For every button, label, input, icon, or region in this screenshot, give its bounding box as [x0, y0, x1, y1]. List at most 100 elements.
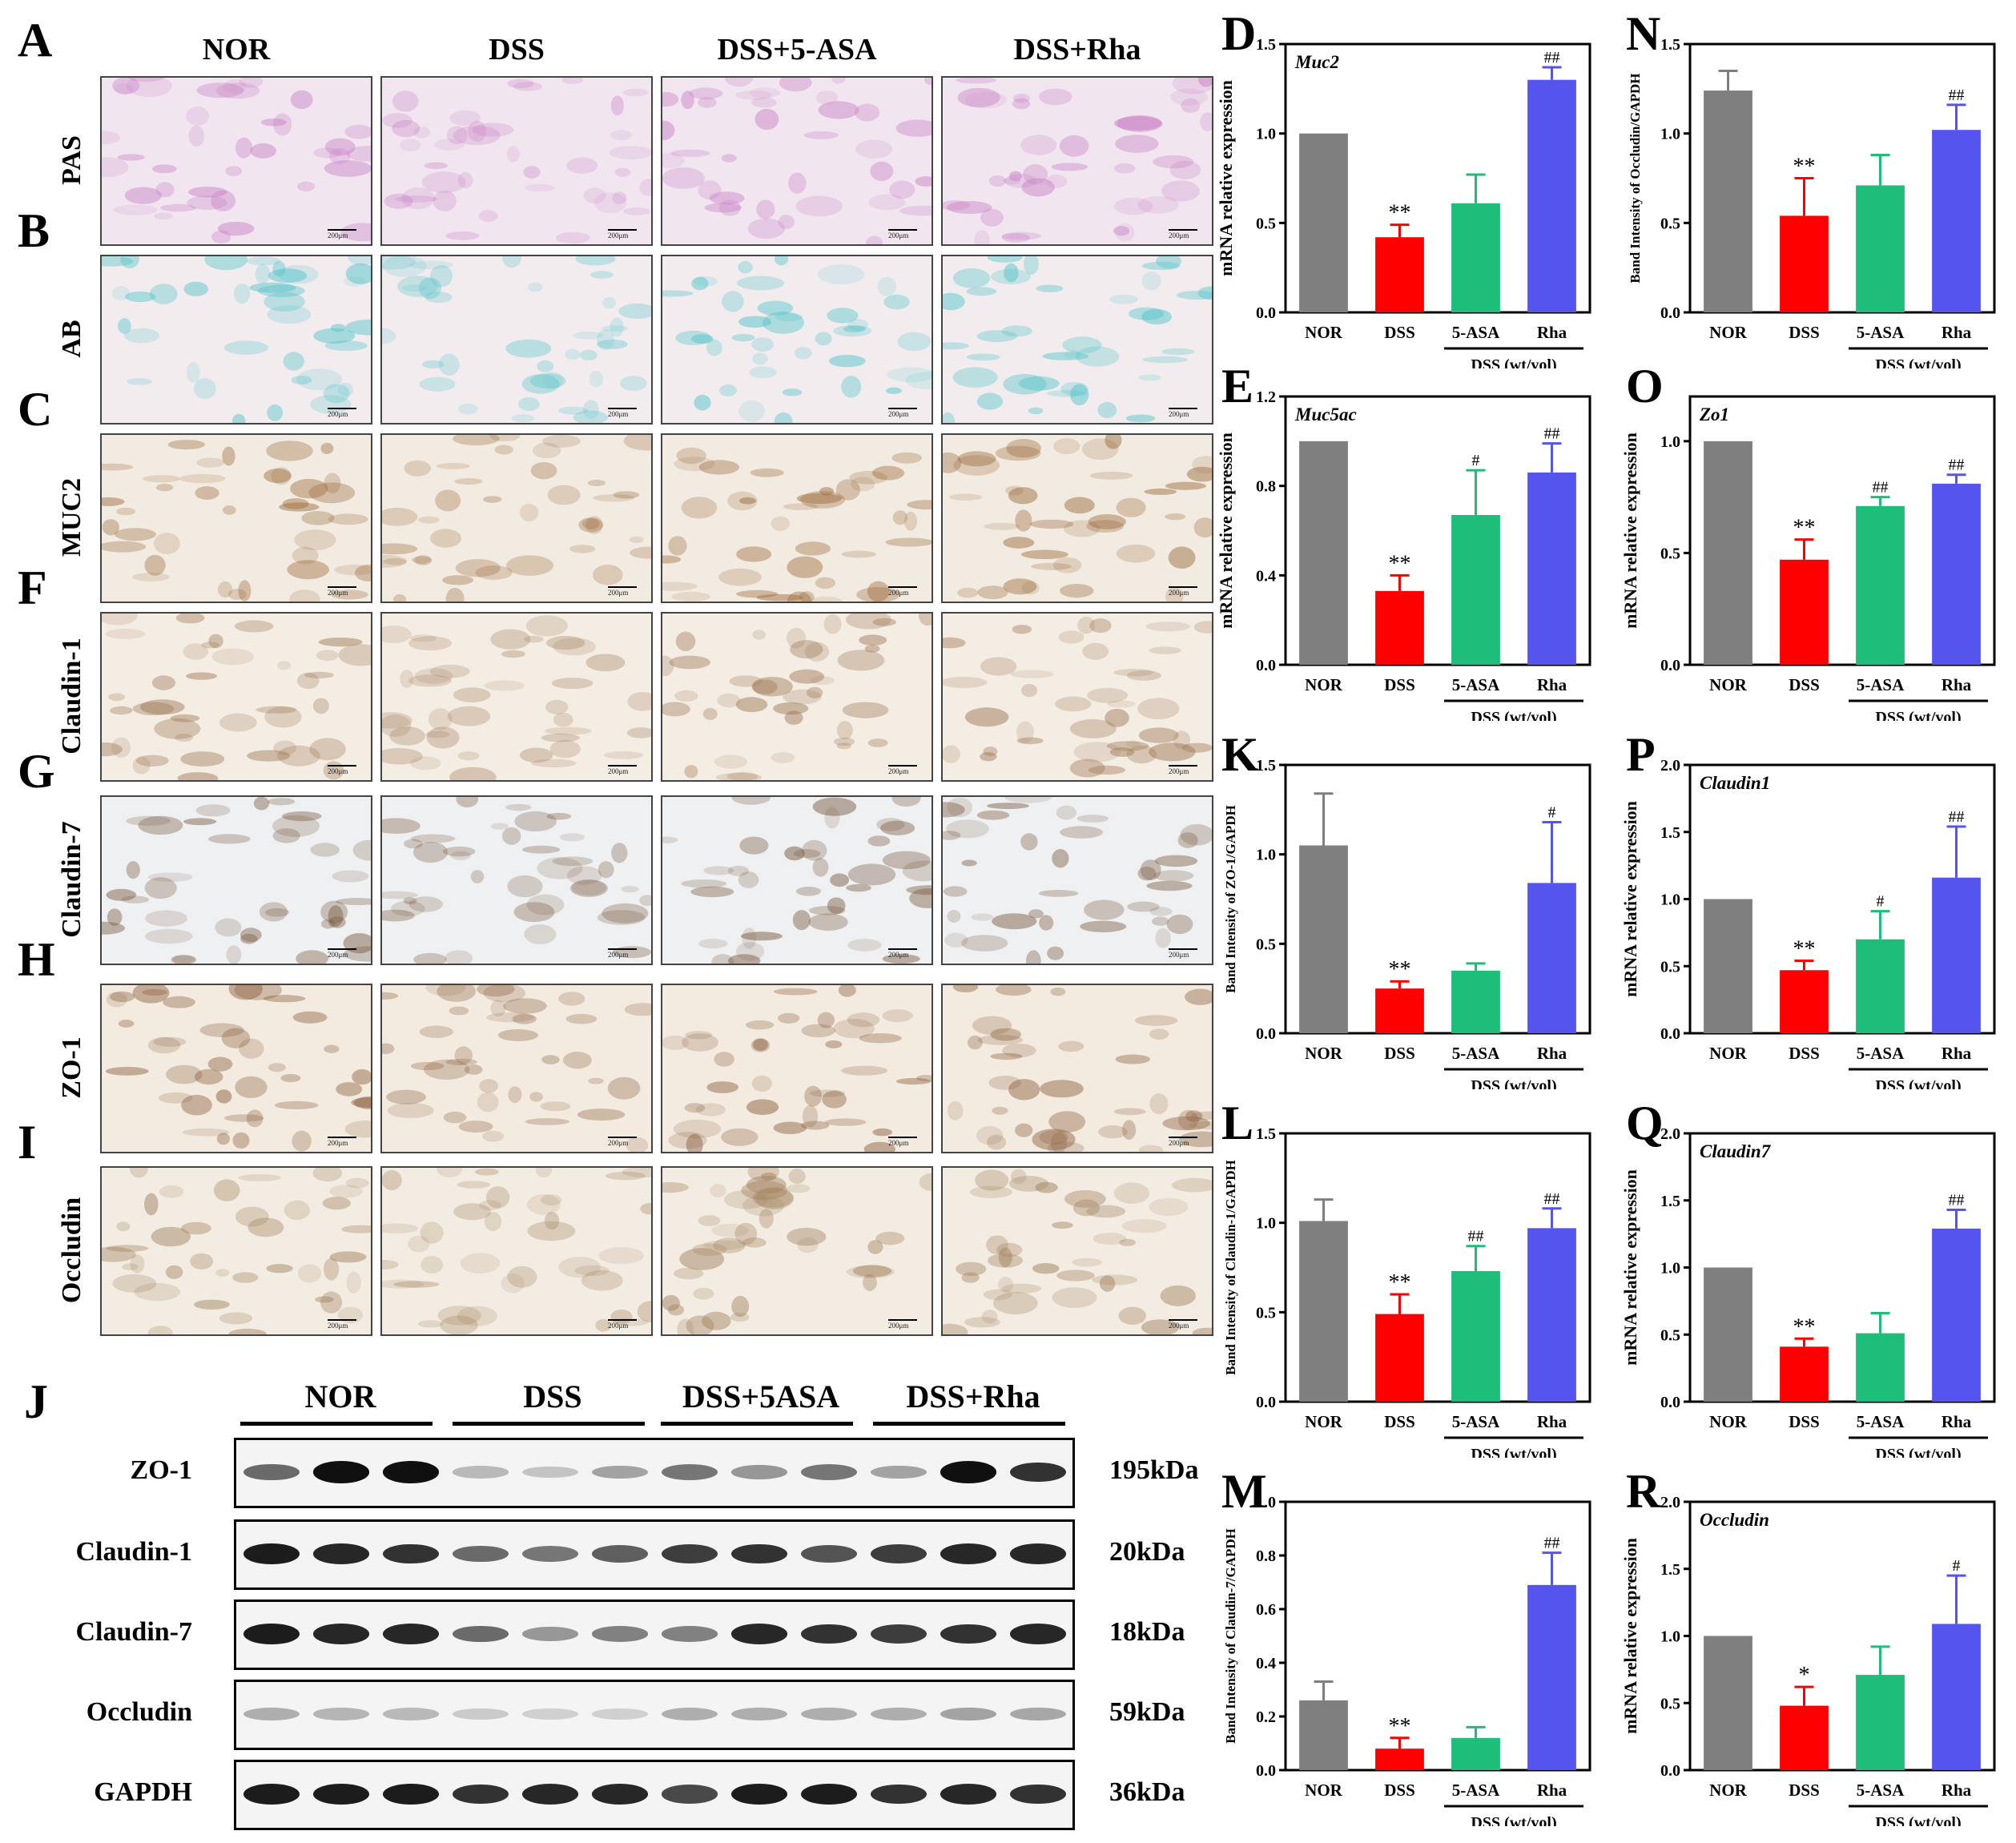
- y-tick-label: 0.5: [1660, 1695, 1680, 1712]
- plot-frame: [1688, 395, 1996, 666]
- tissue-blob: [721, 154, 737, 163]
- tissue-blob: [752, 679, 778, 694]
- tissue-blob: [872, 465, 904, 481]
- tissue-blob: [239, 1038, 264, 1059]
- tissue-blob: [1145, 622, 1191, 632]
- bar-rha: [1932, 483, 1981, 665]
- blot-band: [312, 1783, 369, 1805]
- blot-band: [521, 1466, 578, 1479]
- tissue-blob: [144, 928, 193, 944]
- blot-band: [940, 1707, 996, 1721]
- tissue-blob: [382, 1279, 425, 1289]
- tissue-blob: [328, 147, 351, 164]
- tissue-texture: [943, 435, 1212, 602]
- tissue-blob: [868, 194, 906, 211]
- tissue-blob: [753, 1038, 768, 1051]
- tissue-blob: [401, 187, 435, 210]
- tissue-blob: [425, 292, 453, 304]
- tissue-blob: [640, 1202, 651, 1215]
- tissue-blob: [1050, 988, 1066, 996]
- tissue-blob: [1082, 642, 1109, 660]
- tissue-blob: [1015, 1123, 1033, 1137]
- tissue-blob: [151, 1226, 191, 1247]
- tissue-blob: [428, 708, 453, 730]
- tissue-blob: [117, 154, 145, 161]
- x-tick-label: Rha: [1942, 323, 1972, 342]
- row-label: MUC2: [57, 477, 87, 557]
- tissue-blob: [508, 1086, 522, 1103]
- tissue-blob: [264, 469, 292, 484]
- bar-5-asa: [1856, 939, 1905, 1033]
- significance-mark: ##: [1544, 1535, 1560, 1552]
- tissue-blob: [1197, 286, 1212, 300]
- tissue-blob: [382, 1169, 402, 1191]
- tissue-blob: [603, 751, 644, 759]
- tissue-blob: [529, 1092, 543, 1102]
- tissue-blob: [453, 687, 491, 702]
- scale-bar: 200μm: [608, 1137, 637, 1147]
- tissue-blob: [682, 1033, 718, 1052]
- bar-dss: [1780, 1346, 1829, 1402]
- tissue-blob: [1058, 630, 1084, 644]
- tissue-blob: [804, 1085, 822, 1107]
- tissue-blob: [750, 468, 784, 477]
- tissue-blob: [442, 846, 476, 857]
- tissue-blob: [843, 325, 866, 332]
- tissue-blob: [1149, 1093, 1169, 1114]
- tissue-blob: [449, 767, 497, 780]
- tissue-blob: [742, 928, 757, 949]
- tissue-blob: [238, 580, 251, 602]
- tissue-blob: [948, 1101, 964, 1121]
- tissue-blob: [386, 1089, 426, 1105]
- tissue-texture: [943, 616, 1212, 778]
- tissue-blob: [992, 913, 1037, 930]
- tissue-blob: [605, 1171, 646, 1181]
- blot-band: [452, 1466, 509, 1479]
- tissue-blob: [572, 332, 604, 340]
- x-tick-label: NOR: [1709, 675, 1748, 694]
- tissue-blob: [324, 160, 371, 177]
- tissue-blob: [172, 955, 195, 964]
- tissue-blob: [279, 502, 320, 512]
- tissue-texture: [382, 985, 651, 1152]
- tissue-blob: [382, 992, 399, 1000]
- tissue-blob: [551, 678, 594, 690]
- tissue-blob: [717, 693, 741, 708]
- tissue-blob: [421, 1256, 444, 1274]
- tissue-blob: [943, 200, 971, 211]
- tissue-blob: [389, 726, 425, 746]
- blot-band: [870, 1544, 927, 1563]
- tissue-blob: [676, 447, 706, 465]
- scale-bar: 200μm: [888, 408, 917, 418]
- tissue-blob: [294, 529, 336, 551]
- bar-5-asa: [1451, 1737, 1500, 1770]
- bar-chart-panel: N Band Intensity of Occludin/GAPDH 0.0 0.5 1…: [1626, 16, 1996, 368]
- panel-letter: E: [1221, 368, 1253, 412]
- tissue-blob: [627, 692, 651, 711]
- tissue-blob: [597, 339, 628, 349]
- tissue-blob: [710, 1184, 726, 1198]
- tissue-blob: [981, 1310, 998, 1324]
- tissue-blob: [453, 126, 501, 146]
- tissue-blob: [313, 147, 342, 159]
- tissue-blob: [268, 268, 308, 284]
- tissue-blob: [408, 636, 453, 650]
- tissue-blob: [759, 1209, 774, 1229]
- tissue-texture: [662, 985, 932, 1152]
- bar-rha: [1932, 877, 1981, 1033]
- panel-letter: P: [1626, 737, 1656, 781]
- bar-rha: [1527, 472, 1576, 665]
- tissue-blob: [1089, 472, 1133, 480]
- blot-band: [730, 1543, 787, 1564]
- tissue-blob: [674, 1267, 704, 1280]
- tissue-blob: [1072, 1258, 1103, 1267]
- tissue-blob: [1077, 616, 1096, 634]
- tissue-blob: [440, 1315, 478, 1334]
- tissue-blob: [1155, 928, 1171, 948]
- tissue-texture: [943, 1169, 1212, 1334]
- significance-mark: ##: [1544, 1190, 1560, 1208]
- x-tick-label: DSS: [1384, 1044, 1415, 1063]
- tissue-blob: [1149, 742, 1196, 762]
- tissue-blob: [519, 747, 553, 763]
